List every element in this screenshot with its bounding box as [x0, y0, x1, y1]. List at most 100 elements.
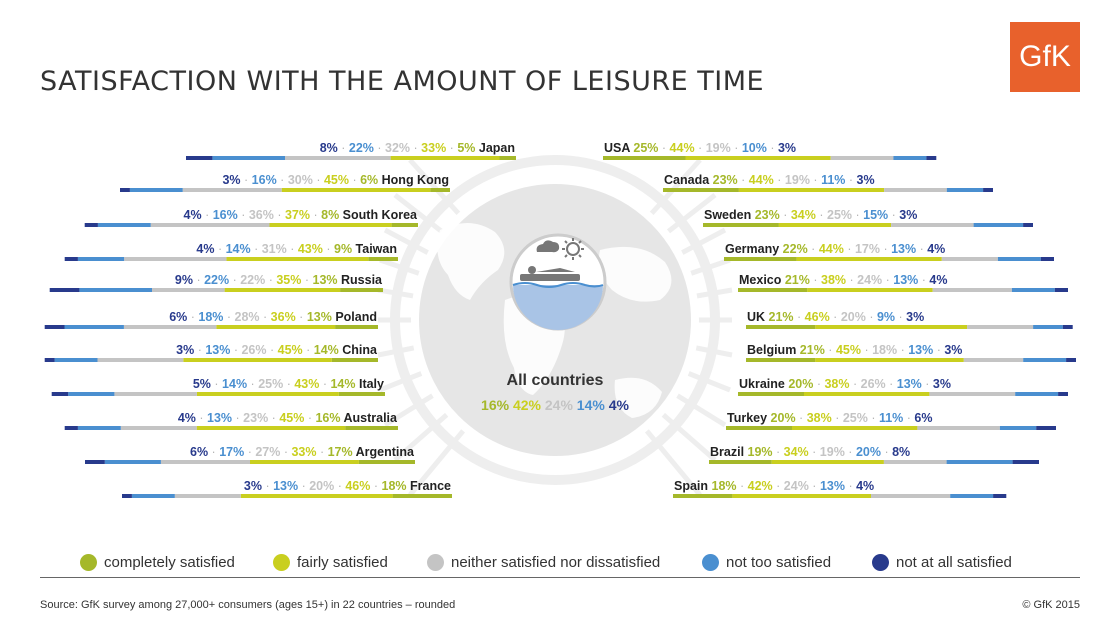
separator: ·: [202, 208, 213, 222]
separator: ·: [265, 273, 276, 287]
separator: ·: [916, 242, 927, 256]
separator: ·: [410, 141, 421, 155]
bar-not-too-argentina: [104, 460, 161, 464]
label-france: 3% · 13% · 20% · 46% · 18% France: [244, 479, 451, 493]
separator: ·: [287, 242, 298, 256]
label-belgium: Belgium 21% · 45% · 18% · 13% · 3%: [747, 343, 962, 357]
separator: ·: [767, 141, 778, 155]
value-not-too: 13%: [273, 479, 298, 493]
value-completely: 14%: [330, 377, 355, 391]
value-not-too: 13%: [897, 377, 922, 391]
separator: ·: [223, 310, 234, 324]
separator: ·: [933, 343, 944, 357]
value-completely: 13%: [307, 310, 332, 324]
bar-not-too-uk: [1033, 325, 1063, 329]
value-not-too: 13%: [205, 343, 230, 357]
value-not-too: 13%: [908, 343, 933, 357]
legend-item-not-at-all: not at all satisfied: [872, 550, 1012, 574]
value-not-too: 9%: [877, 310, 895, 324]
legend-label: neither satisfied nor dissatisfied: [451, 553, 661, 571]
copyright: © GfK 2015: [1022, 599, 1080, 611]
country-name: Argentina: [353, 445, 415, 459]
label-hong-kong: 3% · 16% · 30% · 45% · 6% Hong Kong: [222, 173, 449, 187]
value-fairly: 35%: [276, 273, 301, 287]
legend-dot-fairly: [273, 553, 290, 571]
bar-not-at-all-spain: [993, 494, 1007, 498]
bar-fairly-spain: [732, 494, 871, 498]
separator: ·: [268, 411, 279, 425]
bar-not-too-japan: [212, 156, 285, 160]
all-countries-label: All countries: [507, 372, 604, 389]
separator: ·: [251, 242, 262, 256]
separator: ·: [196, 411, 207, 425]
separator: ·: [317, 445, 328, 459]
bar-neither-italy: [114, 392, 197, 396]
value-not-too: 18%: [198, 310, 223, 324]
value-not-too: 11%: [821, 173, 845, 187]
separator: ·: [193, 273, 204, 287]
bar-neither-france: [174, 494, 241, 498]
bar-not-at-all-poland: [44, 325, 65, 329]
bar-fairly-south-korea: [269, 223, 392, 227]
value-fairly: 43%: [298, 242, 323, 256]
separator: ·: [832, 411, 843, 425]
bar-not-too-mexico: [1011, 288, 1055, 292]
value-completely: 25%: [633, 141, 658, 155]
row-france: 3% · 13% · 20% · 46% · 18% France: [122, 479, 452, 498]
globe-background: All countries: [377, 155, 733, 497]
value-not-at-all: 8%: [892, 445, 910, 459]
value-completely: 22%: [783, 242, 808, 256]
bar-completely-canada: [663, 188, 739, 192]
value-not-at-all: 6%: [914, 411, 932, 425]
separator: ·: [808, 242, 819, 256]
separator: ·: [825, 343, 836, 357]
page-title: SATISFACTION WITH THE AMOUNT OF LEISURE …: [40, 66, 765, 97]
label-south-korea: 4% · 16% · 36% · 37% · 8% South Korea: [184, 208, 419, 222]
value-completely: 18%: [712, 479, 737, 493]
separator: ·: [274, 208, 285, 222]
value-fairly: 45%: [278, 343, 303, 357]
value-neither: 19%: [706, 141, 731, 155]
bar-neither-germany: [941, 257, 998, 261]
separator: ·: [277, 173, 288, 187]
separator: ·: [304, 411, 315, 425]
label-japan: 8% · 22% · 32% · 33% · 5% Japan: [320, 141, 515, 155]
separator: ·: [296, 310, 307, 324]
separator: ·: [280, 445, 291, 459]
value-completely: 16%: [481, 397, 510, 413]
value-not-too: 14%: [222, 377, 247, 391]
value-fairly: 43%: [294, 377, 319, 391]
all-countries-values-text: 16% 42% 24% 14% 4%: [481, 397, 629, 413]
bar-fairly-belgium: [815, 358, 964, 362]
value-not-at-all: 3%: [944, 343, 962, 357]
bar-not-too-france: [131, 494, 175, 498]
separator: ·: [247, 377, 258, 391]
separator: ·: [283, 377, 294, 391]
country-name: Germany: [725, 242, 783, 256]
legend-dot-neither: [427, 553, 444, 571]
value-not-at-all: 3%: [244, 479, 262, 493]
bar-fairly-brazil: [771, 460, 884, 464]
bar-not-at-all-taiwan: [64, 257, 78, 261]
value-neither: 30%: [288, 173, 313, 187]
label-uk: UK 21% · 46% · 20% · 9% · 3%: [747, 310, 924, 324]
row-italy: 5% · 14% · 25% · 43% · 14% Italy: [51, 377, 385, 396]
footer-divider: [40, 577, 1080, 578]
row-sweden: Sweden 23% · 34% · 25% · 15% · 3%: [703, 208, 1033, 227]
value-not-at-all: 3%: [857, 173, 875, 187]
value-completely: 6%: [360, 173, 378, 187]
bar-not-too-poland: [64, 325, 124, 329]
label-russia: 9% · 22% · 22% · 35% · 13% Russia: [175, 273, 383, 287]
country-name: Brazil: [710, 445, 748, 459]
bar-not-at-all-argentina: [85, 460, 105, 464]
value-not-at-all: 3%: [778, 141, 796, 155]
separator: ·: [918, 273, 929, 287]
value-fairly: 37%: [285, 208, 310, 222]
bar-not-at-all-italy: [51, 392, 69, 396]
separator: ·: [903, 411, 914, 425]
bar-not-too-china: [54, 358, 98, 362]
bar-not-at-all-mexico: [1054, 288, 1068, 292]
bar-neither-turkey: [917, 426, 1000, 430]
country-rows: 8% · 22% · 32% · 33% · 5% Japan 3% · 16% …: [44, 141, 1076, 498]
value-not-too: 13%: [820, 479, 845, 493]
